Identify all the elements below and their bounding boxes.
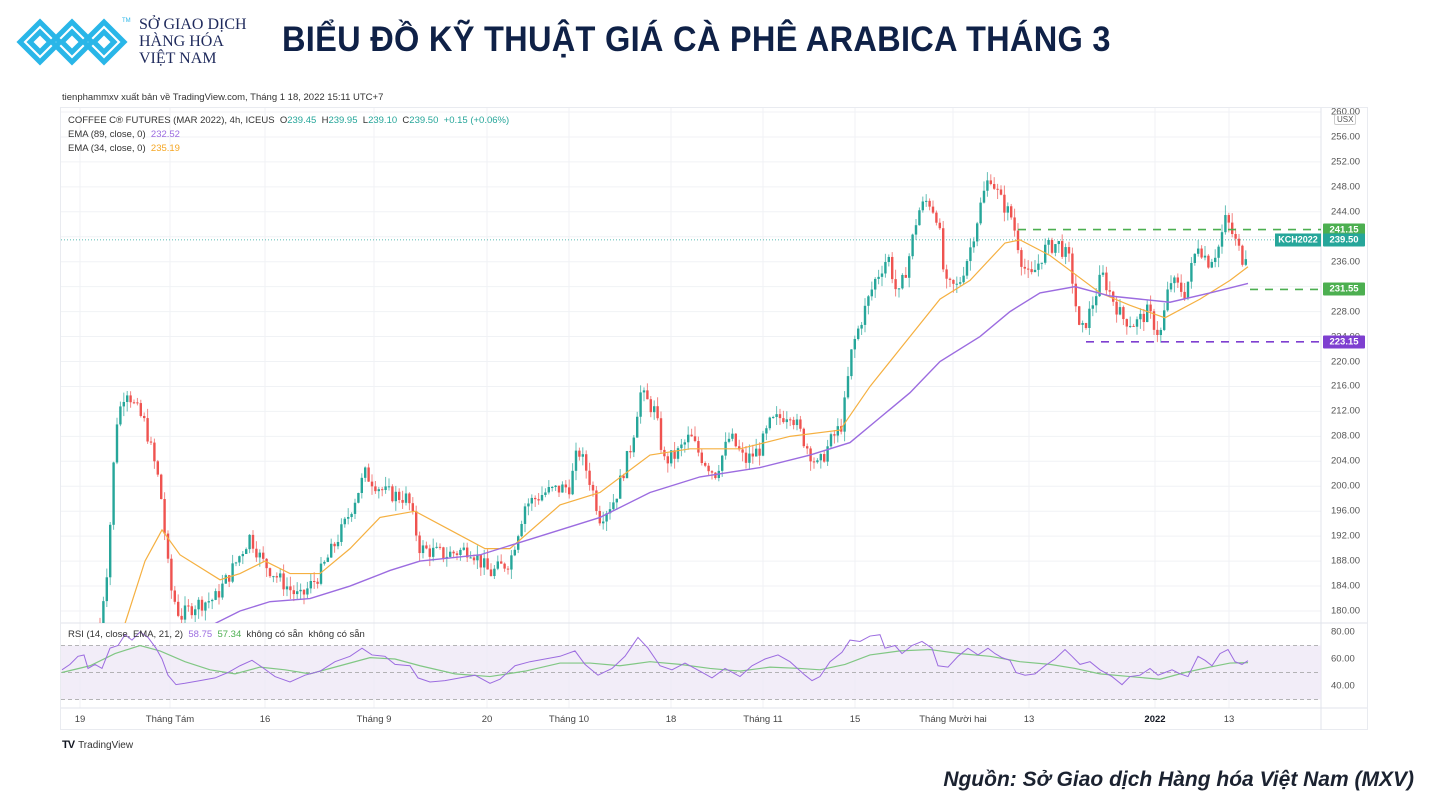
- tradingview-icon: TV: [62, 739, 75, 751]
- price-tick-label: 208.00: [1331, 430, 1361, 442]
- mxv-logo-icon: [16, 18, 128, 66]
- rsi-na-1: không có sẵn: [246, 629, 304, 640]
- price-tag: 231.55: [1323, 282, 1365, 296]
- source-caption: Nguồn: Sở Giao dịch Hàng hóa Việt Nam (M…: [943, 768, 1414, 791]
- logo-line-3: VIỆT NAM: [139, 50, 217, 67]
- time-tick-label: 16: [259, 714, 271, 725]
- time-tick-label: 15: [849, 714, 861, 725]
- time-tick-label: 18: [665, 714, 677, 725]
- time-tick-label: Tháng 9: [356, 714, 392, 725]
- price-tick-label: 184.00: [1331, 580, 1361, 592]
- change-value: +0.15 (+0.06%): [443, 115, 510, 126]
- symbol-tag: KCH2022: [1275, 233, 1321, 247]
- low-label: L: [362, 115, 369, 126]
- price-tick-label: 192.00: [1331, 530, 1361, 542]
- price-tick-label: 244.00: [1331, 206, 1361, 218]
- rsi-ma-value: 57.34: [217, 629, 242, 640]
- open-value: 239.45: [287, 115, 317, 126]
- price-tag: 223.15: [1323, 335, 1365, 349]
- time-tick-label: 13: [1223, 714, 1235, 725]
- rsi-value: 58.75: [188, 629, 213, 640]
- price-tick-label: 248.00: [1331, 181, 1361, 193]
- time-tick-label: Tháng Tám: [145, 714, 195, 725]
- price-tick-label: 228.00: [1331, 306, 1361, 318]
- open-label: O: [279, 115, 288, 126]
- mxv-logo: TM SỞ GIAO DỊCH HÀNG HÓA VIỆT NAM: [14, 14, 264, 74]
- ema89-value: 232.52: [150, 129, 180, 140]
- ema89-row[interactable]: EMA (89, close, 0) 232.52: [68, 128, 509, 142]
- chart-legend: COFFEE C® FUTURES (MAR 2022), 4h, ICEUS …: [68, 114, 509, 156]
- rsi-tick-label: 80.00: [1331, 626, 1355, 638]
- time-axis[interactable]: 19 Tháng Tám 16 Tháng 9 20 Tháng 10 18 Tháng 11…: [60, 708, 1322, 730]
- close-value: 239.50: [409, 115, 439, 126]
- price-tick-label: 200.00: [1331, 480, 1361, 492]
- rsi-tick-label: 60.00: [1331, 653, 1355, 665]
- candles-layer: [61, 172, 1321, 623]
- price-tag: 241.15: [1323, 223, 1365, 237]
- rsi-tick-label: 40.00: [1331, 680, 1355, 692]
- price-tick-label: 204.00: [1331, 455, 1361, 467]
- tradingview-label: TradingView: [78, 739, 134, 751]
- low-value: 239.10: [368, 115, 398, 126]
- page-title: BIỂU ĐỒ KỸ THUẬT GIÁ CÀ PHÊ ARABICA THÁN…: [282, 20, 1111, 59]
- time-tick-label: 13: [1023, 714, 1035, 725]
- logo-line-2: HÀNG HÓA: [139, 33, 224, 50]
- time-tick-label: 20: [481, 714, 493, 725]
- time-tick-label: Tháng 10: [548, 714, 590, 725]
- close-label: C: [402, 115, 410, 126]
- time-tick-label: 19: [74, 714, 86, 725]
- logo-text: SỞ GIAO DỊCH HÀNG HÓA VIỆT NAM: [139, 16, 247, 67]
- rsi-legend[interactable]: RSI (14, close, EMA, 21, 2) 58.75 57.34 …: [68, 629, 365, 640]
- price-tick-label: 212.00: [1331, 405, 1361, 417]
- high-value: 239.95: [328, 115, 358, 126]
- tradingview-logo[interactable]: TV TradingView: [62, 739, 133, 751]
- publisher-info: tienphammxv xuất bản về TradingView.com,…: [62, 92, 384, 103]
- chart-frame[interactable]: [60, 107, 1368, 730]
- symbol-label: COFFEE C® FUTURES (MAR 2022), 4h, ICEUS: [68, 115, 275, 126]
- trademark-symbol: TM: [122, 18, 131, 24]
- time-tick-label: Tháng 11: [743, 714, 783, 725]
- ema34-value: 235.19: [150, 143, 180, 154]
- price-tick-label: 180.00: [1331, 605, 1361, 617]
- price-tag: 239.50: [1323, 233, 1365, 247]
- price-tick-label: 188.00: [1331, 555, 1361, 567]
- ema34-row[interactable]: EMA (34, close, 0) 235.19: [68, 142, 509, 156]
- logo-line-1: SỞ GIAO DỊCH: [139, 16, 247, 33]
- rsi-label: RSI (14, close, EMA, 21, 2): [68, 629, 184, 640]
- rsi-na-2: không có sẵn: [308, 629, 365, 640]
- symbol-ohlc-row: COFFEE C® FUTURES (MAR 2022), 4h, ICEUS …: [68, 114, 509, 128]
- ema34-label: EMA (34, close, 0): [68, 143, 146, 154]
- price-tick-label: 256.00: [1331, 131, 1361, 143]
- price-tick-label: 220.00: [1331, 356, 1361, 367]
- price-tick-label: 236.00: [1331, 256, 1361, 268]
- time-tick-label: 2022: [1144, 714, 1166, 725]
- price-tick-label: 196.00: [1331, 505, 1361, 517]
- time-tick-label: Tháng Mười hai: [919, 714, 987, 725]
- ema89-label: EMA (89, close, 0): [68, 129, 146, 140]
- price-tick-label: 216.00: [1331, 380, 1361, 392]
- price-tick-label: 252.00: [1331, 156, 1361, 168]
- high-label: H: [321, 115, 329, 126]
- price-tick-label: 260.00: [1331, 106, 1361, 118]
- currency-label[interactable]: USX: [1334, 114, 1357, 125]
